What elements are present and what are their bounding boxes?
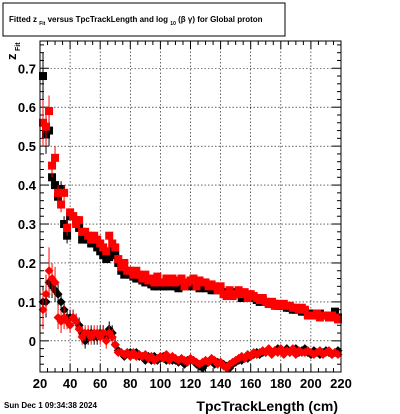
data-point-diamond xyxy=(53,289,63,299)
data-point-square xyxy=(105,253,114,262)
data-point-square xyxy=(75,216,84,225)
y-tick-labels: 0 0.1 0.2 0.3 0.4 0.5 0.6 0.7 xyxy=(18,61,37,349)
timestamp: Sun Dec 1 09:34:38 2024 xyxy=(4,401,97,410)
data-point-diamond xyxy=(71,316,81,326)
data-point-square xyxy=(120,258,129,267)
data-point-diamond xyxy=(74,324,84,334)
data-point-square xyxy=(222,292,231,301)
title-box: Fitted z Fit versus TpcTrackLength and l… xyxy=(2,2,286,37)
data-point-diamond xyxy=(110,340,120,350)
data-point-square xyxy=(225,286,234,295)
plot-frame xyxy=(39,40,342,373)
data-point-diamond xyxy=(41,289,51,299)
data-point-square xyxy=(45,107,54,116)
chart-title: Fitted z Fit versus TpcTrackLength and l… xyxy=(9,15,263,27)
title-subscript-fit: Fit xyxy=(39,21,45,27)
y-tick-label: 0 xyxy=(29,334,36,349)
data-point-diamond xyxy=(38,305,48,315)
data-point-diamond xyxy=(44,266,54,276)
data-point-square xyxy=(300,305,309,314)
data-point-square xyxy=(153,272,162,281)
data-point-square xyxy=(192,282,201,291)
title-part-1: Fitted z xyxy=(9,15,37,24)
data-point-diamond xyxy=(333,349,343,359)
data-point-square xyxy=(39,72,48,81)
grid-lines xyxy=(40,41,341,372)
x-tick-label: 160 xyxy=(240,376,262,391)
y-tick-label: 0.5 xyxy=(18,139,36,154)
data-point-square xyxy=(54,188,63,197)
data-point-square xyxy=(333,315,342,324)
x-tick-labels: 20 40 60 80 100 120 140 160 180 200 220 xyxy=(33,376,352,391)
data-point-diamond xyxy=(101,336,111,346)
y-tick-label: 0.1 xyxy=(18,295,36,310)
data-point-square xyxy=(60,188,69,197)
data-point-square xyxy=(102,247,111,256)
y-tick-label: 0.7 xyxy=(18,61,36,76)
data-point-square xyxy=(42,122,51,131)
data-point-square xyxy=(57,200,66,209)
x-tick-label: 40 xyxy=(63,376,77,391)
y-axis-label-main: z xyxy=(4,53,19,60)
title-box-frame xyxy=(2,2,286,37)
x-axis-label: TpcTrackLength (cm) xyxy=(196,398,338,414)
data-point-diamond xyxy=(98,328,108,338)
y-tick-label: 0.2 xyxy=(18,256,36,271)
data-point-square xyxy=(48,161,57,170)
title-part-3: (β γ) for Global proton xyxy=(178,15,263,24)
data-point-square xyxy=(69,212,78,221)
data-point-diamond xyxy=(107,332,117,342)
x-tick-label: 140 xyxy=(210,376,232,391)
y-axis-label-sub: Fit xyxy=(15,42,22,51)
x-tick-label: 100 xyxy=(150,376,172,391)
data-point-diamond xyxy=(50,277,60,287)
y-tick-label: 0.4 xyxy=(18,178,37,193)
data-point-square xyxy=(63,223,72,232)
title-part-2: versus TpcTrackLength and log xyxy=(48,15,169,24)
data-point-square xyxy=(240,288,249,297)
data-point-square xyxy=(114,255,123,264)
data-point-square xyxy=(216,282,225,291)
data-point-diamond xyxy=(65,320,75,330)
y-axis-label: z Fit xyxy=(4,42,22,60)
y-tick-label: 0.3 xyxy=(18,217,36,232)
data-point-square xyxy=(51,181,60,190)
data-point-square xyxy=(111,243,120,252)
x-tick-label: 200 xyxy=(300,376,322,391)
data-point-square xyxy=(51,153,60,162)
y-tick-label: 0.6 xyxy=(18,100,36,115)
x-tick-label: 80 xyxy=(123,376,137,391)
x-tick-label: 180 xyxy=(270,376,292,391)
data-point-square xyxy=(189,274,198,283)
series-3 xyxy=(38,247,343,373)
x-tick-label: 120 xyxy=(180,376,202,391)
x-tick-label: 20 xyxy=(33,376,47,391)
title-subscript-10: 10 xyxy=(170,21,176,27)
x-tick-label: 220 xyxy=(330,376,352,391)
data-point-diamond xyxy=(56,297,66,307)
data-points xyxy=(38,52,343,373)
data-point-square xyxy=(177,274,186,283)
x-tick-label: 60 xyxy=(93,376,107,391)
data-point-square xyxy=(141,270,150,279)
data-point-square xyxy=(105,231,114,240)
series-1 xyxy=(39,95,342,324)
data-point-square xyxy=(150,278,159,287)
